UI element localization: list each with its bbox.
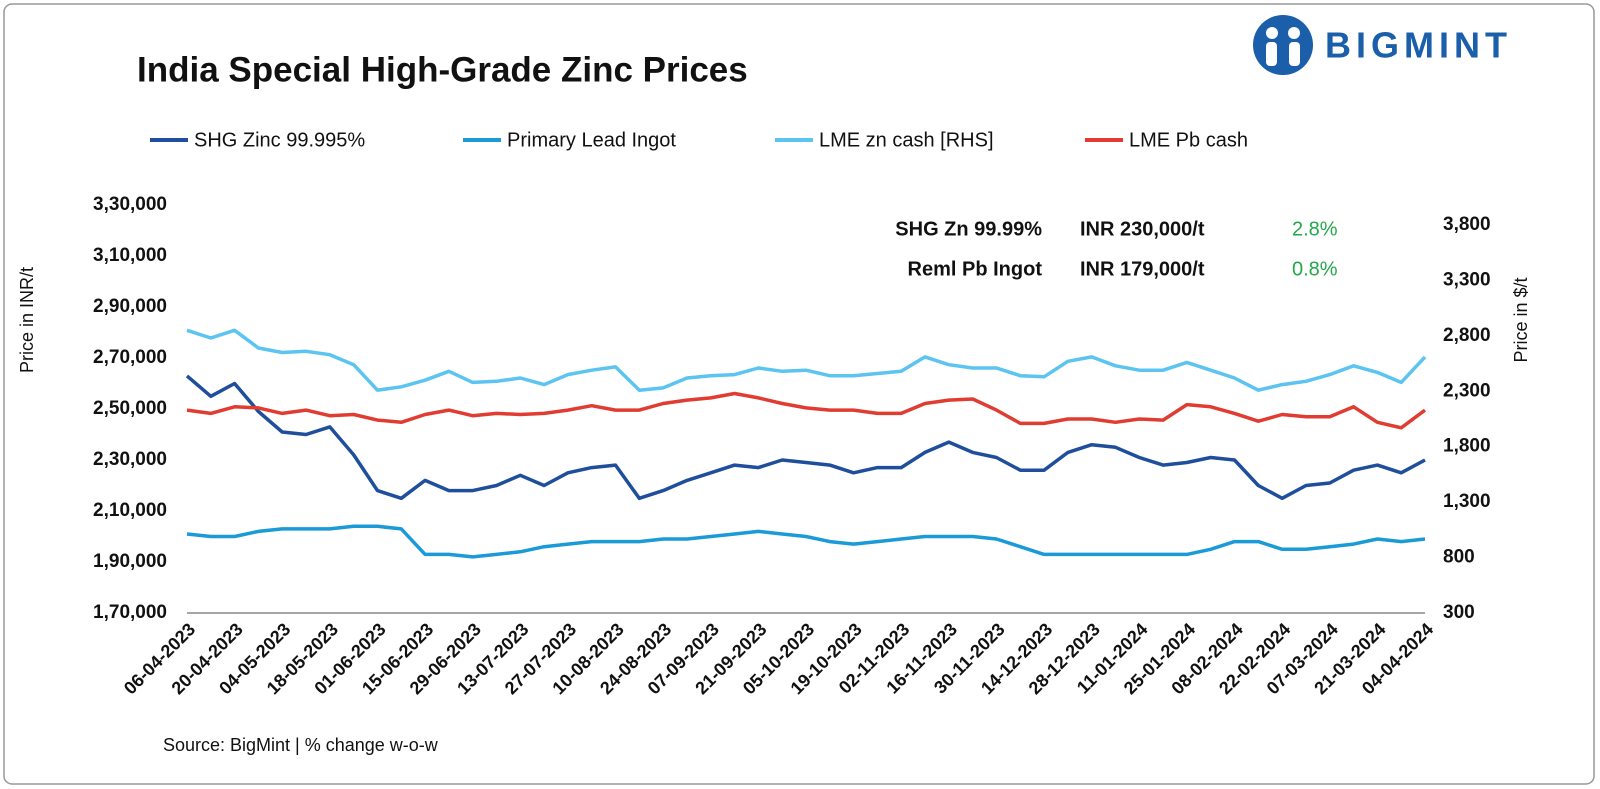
brand: BIGMINT xyxy=(1325,25,1512,66)
y2-tick-label: 2,300 xyxy=(1443,380,1491,401)
y2-tick-label: 1,800 xyxy=(1443,436,1491,457)
y-axis-label: Price in INR/t xyxy=(17,267,37,373)
y2-tick-label: 300 xyxy=(1443,602,1475,623)
y-tick-label: 2,50,000 xyxy=(93,398,167,419)
annotation-price: INR 230,000/t xyxy=(1080,218,1205,240)
y-tick-label: 1,70,000 xyxy=(93,602,167,623)
y2-tick-label: 3,800 xyxy=(1443,214,1491,235)
annotation-change: 2.8% xyxy=(1292,218,1338,240)
series-line xyxy=(185,374,1426,501)
legend-label: LME Pb cash xyxy=(1129,129,1248,151)
annotation-change: 0.8% xyxy=(1292,258,1338,280)
logo: BIGMINT xyxy=(1253,15,1512,75)
series-line xyxy=(186,391,1427,430)
y-tick-label: 2,10,000 xyxy=(93,500,167,521)
y2-axis-label: Price in $/t xyxy=(1511,277,1531,362)
source: Source: BigMint | % change w-o-w xyxy=(163,735,439,755)
chart-title: India Special High-Grade Zinc Prices xyxy=(137,50,748,89)
series-line xyxy=(186,328,1427,392)
y-tick-label: 1,90,000 xyxy=(93,551,167,572)
y-tick-label: 2,70,000 xyxy=(93,347,167,368)
series-line xyxy=(186,524,1426,559)
y2-tick-label: 3,300 xyxy=(1443,269,1491,290)
annotation-label: Reml Pb Ingot xyxy=(908,258,1043,280)
y2-tick-label: 2,800 xyxy=(1443,325,1491,346)
legend-label: SHG Zinc 99.995% xyxy=(194,129,365,151)
y-tick-label: 2,90,000 xyxy=(93,296,167,317)
legend-label: LME zn cash [RHS] xyxy=(819,129,994,151)
y2-tick-label: 1,300 xyxy=(1443,491,1491,512)
y2-tick-label: 800 xyxy=(1443,547,1475,568)
annotation-label: SHG Zn 99.99% xyxy=(895,218,1042,240)
y-tick-label: 3,10,000 xyxy=(93,245,167,266)
y-tick-label: 2,30,000 xyxy=(93,449,167,470)
legend-label: Primary Lead Ingot xyxy=(507,129,676,151)
annotation-price: INR 179,000/t xyxy=(1080,258,1205,280)
card xyxy=(3,3,1595,785)
y-tick-label: 3,30,000 xyxy=(93,194,167,215)
